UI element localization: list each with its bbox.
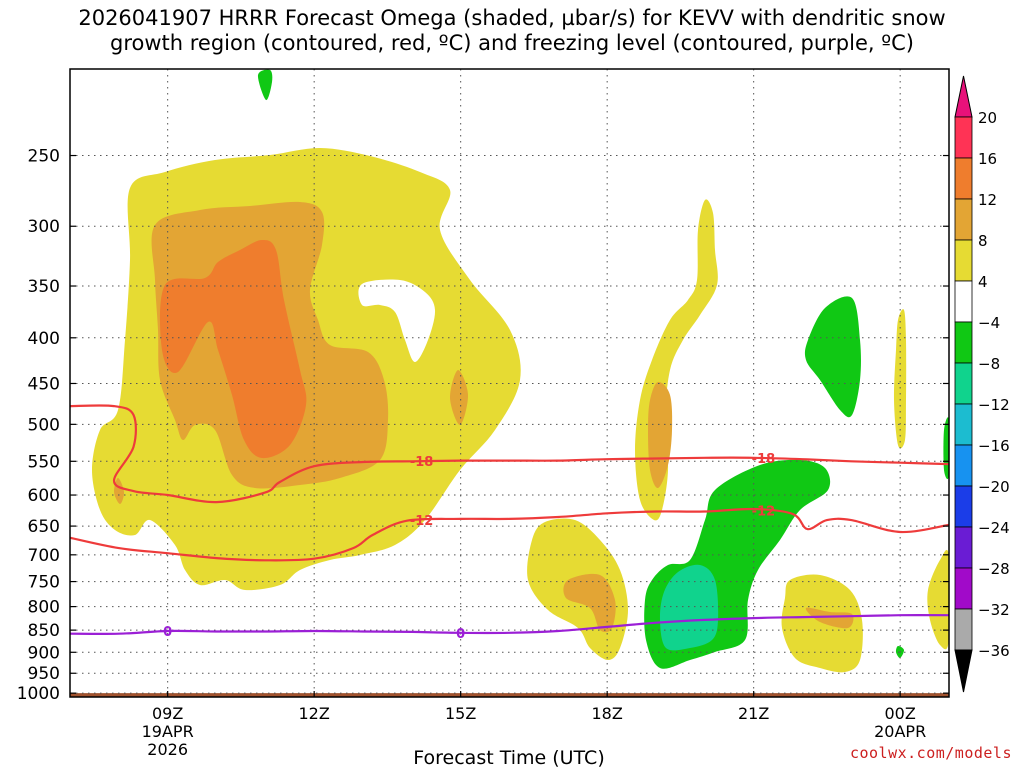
colorbar-box-3 xyxy=(954,239,973,282)
omega-region-updraft-evening-small xyxy=(893,309,907,449)
colorbar: 20 16 12 8 4 −4 −8 −12 −16 −20 −24 −28 −32 −36 xyxy=(954,75,1010,693)
omega-region-updraft-right-edge xyxy=(927,549,949,650)
y-tick-label-700: 700 xyxy=(28,546,60,566)
colorbar-box-8 xyxy=(954,444,973,487)
omega-region-main-updraft-12 xyxy=(159,240,307,459)
x-tick-label-18Z: 18Z xyxy=(592,704,623,723)
colorbar-box-0 xyxy=(954,116,973,159)
title-line-2: growth region (contoured, red, ºC) and f… xyxy=(110,31,914,55)
y-tick-label-650: 650 xyxy=(28,517,60,537)
colorbar-label-1: 16 xyxy=(978,150,997,168)
colorbar-label-9: −20 xyxy=(978,478,1010,496)
omega-region-afternoon-updraft-b8 xyxy=(563,573,616,633)
colorbar-box-11 xyxy=(954,567,973,610)
contour-labels: -18 -18 -12 -12 0 0 xyxy=(163,452,776,642)
colorbar-label-3: 8 xyxy=(978,232,988,250)
terrain-fill xyxy=(70,693,949,697)
y-axis: 2503003504004505005506006507007508008509… xyxy=(17,147,949,704)
colorbar-box-2 xyxy=(954,198,973,241)
y-tick-label-950: 950 xyxy=(28,664,60,684)
y-tick-label-450: 450 xyxy=(28,374,60,394)
y-tick-label-1000: 1000 xyxy=(17,684,60,704)
y-tick-label-350: 350 xyxy=(28,277,60,297)
omega-region-updraft-evening-low8 xyxy=(805,607,854,629)
y-tick-label-250: 250 xyxy=(28,147,60,167)
colorbar-label-5: −4 xyxy=(978,314,1000,332)
colorbar-label-7: −12 xyxy=(978,396,1010,414)
colorbar-box-10 xyxy=(954,526,973,569)
omega-region-afternoon-updraft-a xyxy=(635,199,718,521)
colorbar-label-0: 20 xyxy=(978,109,997,127)
contour-label--12-1: -12 xyxy=(752,504,776,519)
omega-region-weak-omega-pocket xyxy=(358,279,436,362)
colorbar-box-7 xyxy=(954,403,973,446)
contour-line-0 xyxy=(70,614,949,636)
x-axis-label: Forecast Time (UTC) xyxy=(413,747,604,768)
contour-label--18-0: -18 xyxy=(410,455,434,470)
contour-line--18 xyxy=(70,404,949,504)
omega-region-updraft-evening-low xyxy=(781,574,863,673)
y-tick-label-300: 300 xyxy=(28,217,60,237)
y-tick-label-500: 500 xyxy=(28,415,60,435)
omega-region-downward-blob-top xyxy=(257,69,273,101)
x-tick-label-12Z: 12Z xyxy=(299,704,330,723)
colorbar-box-6 xyxy=(954,362,973,405)
y-tick-label-600: 600 xyxy=(28,486,60,506)
y-tick-label-850: 850 xyxy=(28,621,60,641)
page-title: 2026041907 HRRR Forecast Omega (shaded, … xyxy=(0,6,1024,56)
terrain xyxy=(70,693,949,697)
colorbar-top-arrow xyxy=(954,75,973,118)
contour-label--12-0: -12 xyxy=(410,514,434,529)
y-tick-label-400: 400 xyxy=(28,329,60,349)
colorbar-bottom-arrow xyxy=(954,649,973,693)
colorbar-box-9 xyxy=(954,485,973,528)
y-tick-label-800: 800 xyxy=(28,598,60,618)
colorbar-label-13: −36 xyxy=(978,642,1010,660)
x-tick-label-15Z: 15Z xyxy=(445,704,476,723)
grid xyxy=(70,69,949,697)
contours xyxy=(70,404,949,636)
omega-region-downdraft-green-upper xyxy=(804,296,861,418)
colorbar-box-12 xyxy=(954,608,973,651)
contour-line--12 xyxy=(70,507,949,562)
colorbar-label-4: 4 xyxy=(978,273,988,291)
x-tick-label-21Z: 21Z xyxy=(738,704,769,723)
y-tick-label-750: 750 xyxy=(28,573,60,593)
contour-label--18-1: -18 xyxy=(752,452,776,467)
x-tick-label-09Z: 09Z xyxy=(152,704,183,723)
title-line-1: 2026041907 HRRR Forecast Omega (shaded, … xyxy=(78,6,946,30)
colorbar-label-8: −16 xyxy=(978,437,1010,455)
x-tick-date-00Z: 20APR xyxy=(874,722,926,741)
contour-label-0-1: 0 xyxy=(456,627,465,642)
x-tick-date-09Z: 19APR xyxy=(142,722,194,741)
x-tick-label-00Z: 00Z xyxy=(885,704,916,723)
omega-region-downdraft-green-8 xyxy=(659,564,719,651)
omega-shading xyxy=(92,69,949,673)
omega-region-afternoon-updraft-a8 xyxy=(648,381,673,489)
credit: coolwx.com/models xyxy=(849,744,1012,762)
x-tick-year-09Z: 2026 xyxy=(147,740,188,759)
colorbar-label-2: 12 xyxy=(978,191,997,209)
colorbar-label-12: −32 xyxy=(978,601,1010,619)
colorbar-label-10: −24 xyxy=(978,519,1010,537)
colorbar-box-1 xyxy=(954,157,973,200)
colorbar-label-11: −28 xyxy=(978,560,1010,578)
y-tick-label-900: 900 xyxy=(28,643,60,663)
y-tick-label-550: 550 xyxy=(28,452,60,472)
colorbar-box-4 xyxy=(954,280,973,323)
colorbar-box-5 xyxy=(954,321,973,364)
contour-label-0-0: 0 xyxy=(163,625,172,640)
colorbar-label-6: −8 xyxy=(978,355,1000,373)
